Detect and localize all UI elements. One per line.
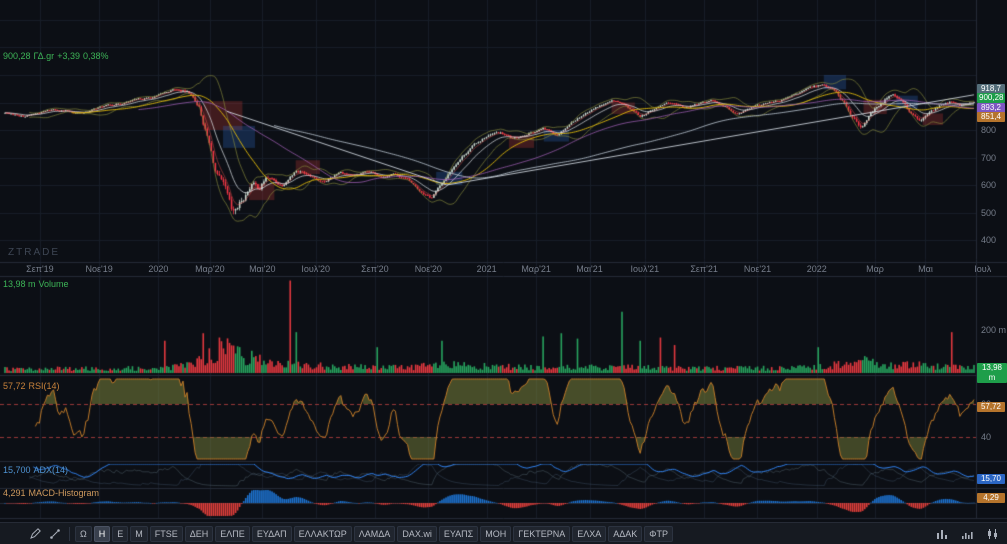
watchlist-button-10[interactable]: DAX.wi (397, 525, 437, 542)
trendline-icon (50, 528, 60, 539)
watchlist-button-16[interactable]: ΦΤΡ (644, 525, 673, 542)
watchlist-button-3[interactable]: Μ (130, 525, 148, 542)
draw-pencil-button[interactable] (26, 526, 44, 542)
watchlist-button-4[interactable]: FTSE (149, 525, 183, 542)
toolbar-right-group (933, 526, 1001, 542)
pencil-icon (30, 527, 41, 539)
watchlist-button-9[interactable]: ΛΑΜΔΑ (353, 525, 396, 542)
watchlist-button-2[interactable]: Ε (112, 525, 129, 542)
watchlist-button-12[interactable]: ΜΟΗ (480, 525, 512, 542)
trendline-tool-button[interactable] (46, 526, 64, 542)
watchlist-button-6[interactable]: ΕΛΠΕ (215, 525, 250, 542)
watchlist-button-8[interactable]: ΕΛΛΑΚΤΩΡ (293, 525, 352, 542)
candlestick-view-button[interactable] (983, 526, 1001, 542)
chart-canvas[interactable] (0, 0, 1007, 522)
watchlist-button-15[interactable]: ΑΔΑΚ (608, 525, 643, 542)
watchlist-button-11[interactable]: ΕΥΑΠΣ (438, 525, 479, 542)
watchlist-button-1[interactable]: Η (93, 525, 111, 542)
bar-chart-view-button[interactable] (933, 526, 951, 542)
bottom-toolbar: Ω Η Ε Μ FTSE ΔΕΗ ΕΛΠΕ ΕΥΔΑΠ ΕΛΛΑΚΤΩΡ ΛΑΜΔΑ DAX.wi Ε… (0, 522, 1007, 544)
watchlist-buttons: Ω Η Ε Μ FTSE ΔΕΗ ΕΛΠΕ ΕΥΔΑΠ ΕΛΛΑΚΤΩΡ ΛΑΜΔΑ DAX.wi Ε… (75, 525, 673, 542)
toolbar-separator (69, 526, 70, 541)
histogram-view-button[interactable] (958, 526, 976, 542)
watchlist-button-7[interactable]: ΕΥΔΑΠ (251, 525, 292, 542)
watchlist-button-14[interactable]: ΕΛΧΑ (572, 525, 607, 542)
histogram-icon (961, 531, 973, 539)
watchlist-button-13[interactable]: ΓΕΚΤΕΡΝΑ (513, 525, 571, 542)
watchlist-button-5[interactable]: ΔΕΗ (184, 525, 214, 542)
watchlist-button-0[interactable]: Ω (75, 525, 92, 542)
bar-chart-icon (936, 529, 947, 539)
candlestick-icon (987, 528, 997, 539)
